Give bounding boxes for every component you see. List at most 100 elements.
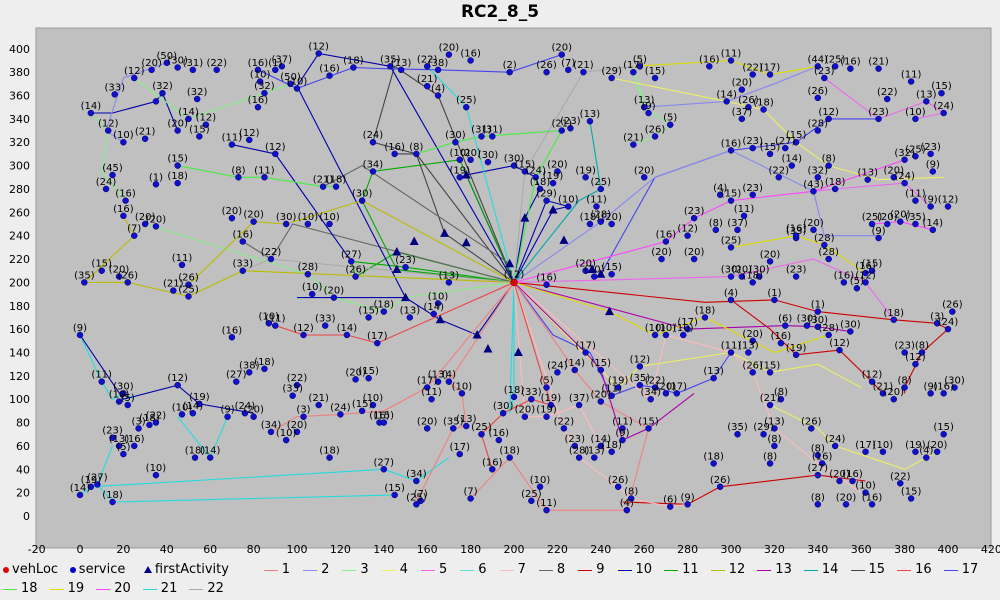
service-point bbox=[782, 322, 789, 329]
service-label: (16) bbox=[115, 189, 136, 200]
service-label: (9) bbox=[871, 226, 885, 237]
service-point bbox=[122, 197, 129, 204]
service-point bbox=[608, 270, 615, 278]
service-label: (25) bbox=[862, 212, 883, 223]
service-point bbox=[727, 244, 735, 251]
service-point bbox=[131, 442, 138, 450]
service-point bbox=[684, 325, 691, 333]
service-label: (23) bbox=[742, 136, 763, 147]
service-label: (1) bbox=[811, 300, 825, 311]
service-label: (22) bbox=[261, 247, 282, 258]
service-point bbox=[868, 501, 876, 508]
service-point bbox=[814, 127, 822, 134]
first-activity-marker bbox=[513, 347, 523, 356]
service-point bbox=[571, 366, 579, 374]
service-point bbox=[293, 381, 301, 389]
service-point bbox=[365, 314, 372, 321]
service-label: (16) bbox=[222, 325, 243, 336]
service-label: (17) bbox=[623, 60, 644, 71]
legend-label: 6 bbox=[478, 562, 487, 577]
legend-item: 2 bbox=[303, 561, 336, 579]
service-label: (17) bbox=[760, 62, 781, 73]
service-label: (23) bbox=[742, 183, 763, 194]
service-point bbox=[912, 220, 919, 228]
x-tick-label: 80 bbox=[247, 543, 261, 556]
service-label: (14) bbox=[423, 302, 444, 313]
service-label: (28) bbox=[818, 247, 839, 258]
service-label: (38) bbox=[239, 360, 260, 371]
service-point bbox=[614, 483, 622, 491]
service-label: (33) bbox=[521, 387, 542, 398]
service-label: (22) bbox=[742, 62, 763, 73]
route-line bbox=[372, 65, 515, 283]
first-activity-marker bbox=[440, 228, 450, 237]
service-label: (7) bbox=[561, 58, 575, 69]
first-activity-marker bbox=[559, 235, 569, 244]
service-point bbox=[766, 401, 774, 409]
service-point bbox=[907, 495, 915, 502]
service-point bbox=[614, 384, 622, 391]
x-tick-label: 40 bbox=[160, 543, 174, 556]
first-activity-marker bbox=[461, 237, 471, 247]
y-tick-label: 180 bbox=[9, 300, 30, 313]
service-point bbox=[467, 156, 474, 164]
service-label: (24) bbox=[235, 401, 256, 412]
service-label: (18) bbox=[742, 270, 763, 281]
legend-line-icon bbox=[263, 570, 278, 571]
service-point bbox=[289, 392, 296, 399]
x-tick-label: 200 bbox=[504, 543, 525, 556]
service-point bbox=[814, 471, 822, 479]
legend-line-icon bbox=[538, 570, 553, 571]
service-point bbox=[528, 497, 535, 505]
service-point bbox=[543, 384, 550, 391]
service-point bbox=[760, 430, 767, 438]
service-label: (21) bbox=[308, 393, 329, 404]
service-label: (20) bbox=[883, 165, 904, 176]
service-point bbox=[862, 489, 869, 496]
service-label: (19) bbox=[189, 392, 210, 403]
service-label: (43) bbox=[803, 179, 824, 190]
service-label: (16) bbox=[855, 261, 876, 272]
service-label: (30) bbox=[113, 381, 134, 392]
service-point bbox=[423, 63, 431, 70]
service-label: (19) bbox=[536, 405, 557, 416]
service-label: (23) bbox=[814, 66, 835, 77]
service-label: (8) bbox=[231, 165, 245, 176]
service-label: (10) bbox=[530, 475, 551, 486]
legend-label: service bbox=[78, 562, 126, 577]
y-tick-label: 360 bbox=[9, 90, 30, 103]
service-point bbox=[397, 66, 405, 74]
service-point bbox=[319, 183, 327, 190]
service-point bbox=[879, 390, 887, 397]
legend-item: firstActivity bbox=[143, 561, 258, 579]
route-line bbox=[813, 182, 931, 207]
route-line bbox=[242, 223, 515, 283]
service-label: (12) bbox=[938, 194, 959, 205]
service-label: (26) bbox=[808, 86, 829, 97]
legend-item: 18 bbox=[3, 580, 44, 598]
service-point bbox=[358, 407, 366, 415]
service-label: (18) bbox=[139, 413, 160, 424]
service-point bbox=[131, 232, 138, 239]
service-label: (11) bbox=[172, 253, 193, 264]
service-label: (33) bbox=[786, 226, 807, 237]
service-label: (10) bbox=[449, 148, 470, 159]
legend-line-icon bbox=[460, 570, 475, 571]
service-label: (26) bbox=[117, 270, 138, 281]
legend-line-icon bbox=[49, 589, 64, 590]
legend-dot-icon bbox=[3, 567, 9, 573]
y-tick-label: 60 bbox=[16, 440, 30, 453]
service-label: (12) bbox=[855, 270, 876, 281]
service-point bbox=[506, 68, 513, 76]
legend-item: 21 bbox=[142, 580, 184, 598]
service-point bbox=[543, 506, 550, 514]
service-point bbox=[792, 351, 800, 359]
service-label: (32) bbox=[894, 148, 915, 159]
service-point bbox=[565, 203, 572, 210]
service-label: (13) bbox=[391, 58, 412, 69]
service-point bbox=[478, 133, 485, 140]
service-label: (13) bbox=[764, 416, 785, 427]
y-tick-label: 240 bbox=[9, 230, 30, 243]
service-point bbox=[115, 273, 123, 280]
legend-line-icon bbox=[499, 570, 514, 571]
